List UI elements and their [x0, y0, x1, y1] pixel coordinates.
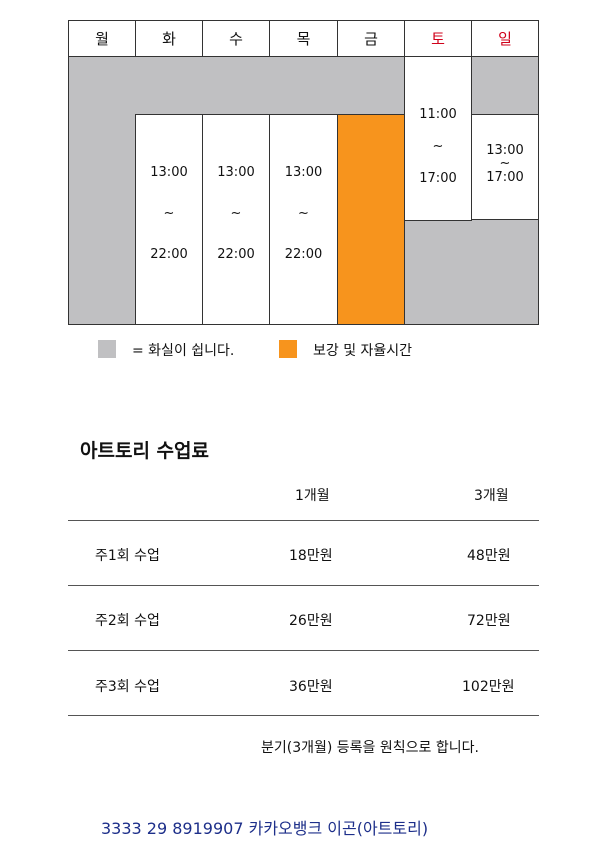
- day-header-sat: 토: [404, 20, 472, 57]
- slot-start: 13:00: [284, 165, 323, 180]
- fees-header-1month: 1개월: [295, 488, 330, 504]
- day-header-sun: 일: [471, 20, 539, 57]
- slot-fri-makeup: [337, 114, 405, 325]
- fees-row-1month: 18만원: [289, 548, 333, 564]
- legend-makeup-label: 보강 및 자율시간: [313, 343, 413, 359]
- slot-end: 22:00: [150, 247, 188, 262]
- fees-row-label: 주1회 수업: [95, 548, 160, 564]
- slot-end: 17:00: [486, 170, 524, 185]
- legend-closed-label: = 화실이 쉽니다.: [132, 343, 235, 359]
- slot-end: 17:00: [419, 171, 457, 186]
- fees-row-3months: 72만원: [467, 613, 511, 629]
- fees-row-1month: 36만원: [289, 679, 333, 695]
- slot-wed: 13:00 ~ 22:00: [202, 114, 270, 325]
- fees-divider: [68, 585, 539, 586]
- slot-sun: 13:00 ~ 17:00: [471, 114, 539, 220]
- fees-row-1month: 26만원: [289, 613, 333, 629]
- fees-title: 아트토리 수업료: [80, 440, 209, 462]
- day-header-fri: 금: [337, 20, 405, 57]
- fees-row-3months: 102만원: [462, 679, 515, 695]
- slot-start: 13:00: [150, 165, 188, 180]
- day-header-tue: 화: [135, 20, 203, 57]
- fees-note: 분기(3개월) 등록을 원칙으로 합니다.: [261, 740, 479, 756]
- slot-sep: ~: [432, 139, 444, 154]
- slot-end: 22:00: [284, 247, 323, 262]
- legend-closed-swatch: [98, 340, 116, 358]
- fees-row-3months: 48만원: [467, 548, 511, 564]
- day-header-mon: 월: [68, 20, 136, 57]
- fees-header-3months: 3개월: [474, 488, 509, 504]
- slot-end: 22:00: [217, 247, 255, 262]
- fees-divider: [68, 715, 539, 716]
- fees-divider: [68, 520, 539, 521]
- slot-sep: ~: [298, 206, 309, 221]
- slot-sat: 11:00 ~ 17:00: [404, 56, 472, 221]
- slot-tue: 13:00 ~ 22:00: [135, 114, 203, 325]
- slot-sep: ~: [230, 206, 242, 221]
- day-header-thu: 목: [269, 20, 338, 57]
- fees-row-label: 주3회 수업: [95, 679, 160, 695]
- slot-start: 13:00: [217, 165, 255, 180]
- day-header-wed: 수: [202, 20, 270, 57]
- slot-start: 11:00: [419, 107, 457, 122]
- legend-makeup-swatch: [279, 340, 297, 358]
- fees-divider: [68, 650, 539, 651]
- slot-start: 13:00: [486, 143, 524, 158]
- bank-account-info: 3333 29 8919907 카카오뱅크 이곤(아트토리): [101, 819, 429, 838]
- fees-row-label: 주2회 수업: [95, 613, 160, 629]
- slot-sep: ~: [163, 206, 175, 221]
- slot-sep: ~: [499, 156, 511, 171]
- slot-thu: 13:00 ~ 22:00: [269, 114, 338, 325]
